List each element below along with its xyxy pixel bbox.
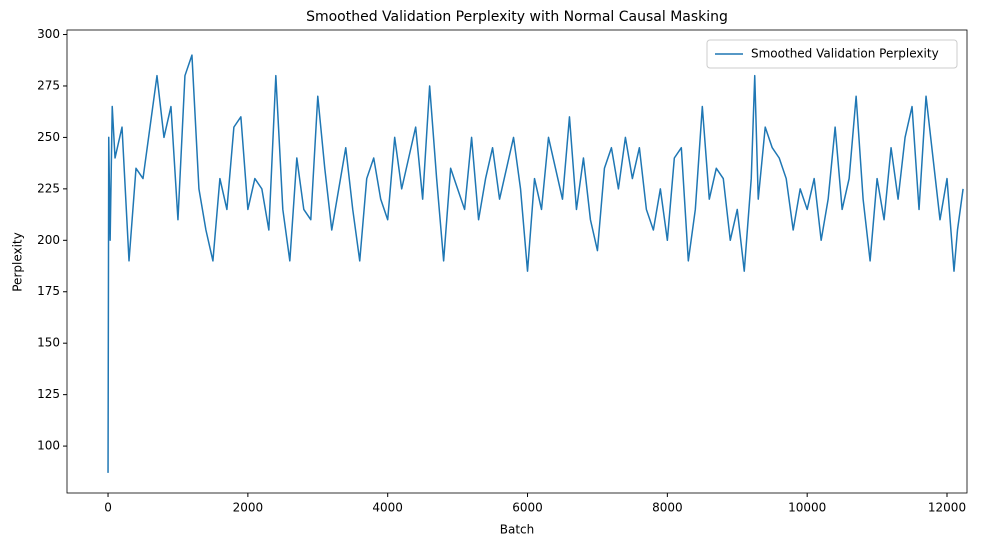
plot-frame	[66, 29, 968, 494]
x-tick-label: 2000	[233, 501, 264, 515]
y-tick-label: 275	[37, 78, 60, 92]
y-tick-label: 200	[37, 233, 60, 247]
legend-box	[706, 39, 958, 69]
legend-label: Smoothed Validation Perplexity	[751, 47, 939, 61]
y-tick-label: 150	[37, 336, 60, 350]
y-tick-label: 300	[37, 27, 60, 41]
data-line	[107, 54, 964, 473]
x-axis-label: Batch	[500, 523, 535, 537]
x-tick-label: 10000	[788, 501, 826, 515]
y-tick-label: 250	[37, 130, 60, 144]
chart-title: Smoothed Validation Perplexity with Norm…	[306, 9, 728, 25]
y-tick-label: 175	[37, 284, 60, 298]
x-tick-label: 0	[104, 501, 112, 515]
x-tick-label: 8000	[652, 501, 683, 515]
y-axis-label: Perplexity	[11, 232, 25, 292]
x-tick-label: 6000	[512, 501, 543, 515]
y-tick-label: 100	[37, 439, 60, 453]
y-tick-label: 125	[37, 387, 60, 401]
x-tick-label: 12000	[928, 501, 966, 515]
x-tick-label: 4000	[372, 501, 403, 515]
y-tick-label: 225	[37, 181, 60, 195]
